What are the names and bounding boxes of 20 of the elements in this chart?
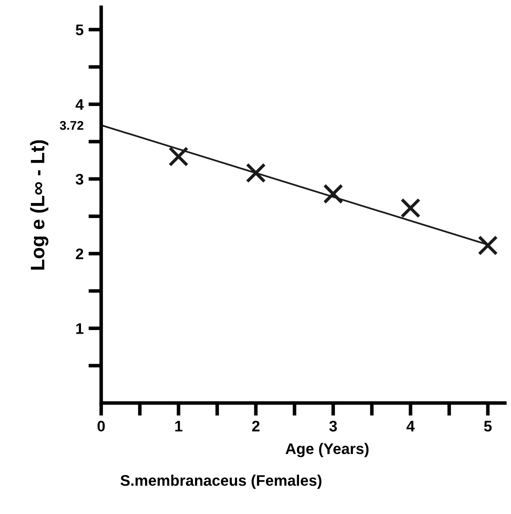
- y-tick-label: 2: [76, 248, 84, 260]
- x-tick-label: 1: [175, 420, 182, 432]
- point: [478, 235, 498, 256]
- x-tick-label: 2: [252, 420, 260, 432]
- y-tick-label: 1: [76, 323, 84, 334]
- y-axis-title: Log e (L∞ - Lt): [30, 140, 48, 270]
- x-tick-label: 0: [98, 420, 105, 432]
- y-tick-label: 5: [76, 24, 84, 36]
- y-tick-label: 3: [76, 174, 84, 185]
- point: [246, 162, 266, 184]
- text: S.membranaceus (Females): [120, 474, 322, 489]
- y-tick-label: 3.72: [60, 120, 84, 130]
- y-tick-label: 4: [76, 99, 84, 110]
- x-axis-title: Age (Years): [286, 442, 369, 458]
- point: [168, 146, 189, 167]
- point: [323, 184, 344, 204]
- x-tick-label: 4: [406, 420, 415, 432]
- x-tick-label: 5: [484, 420, 492, 432]
- x-tick-label: 3: [329, 420, 337, 432]
- point: [400, 198, 421, 218]
